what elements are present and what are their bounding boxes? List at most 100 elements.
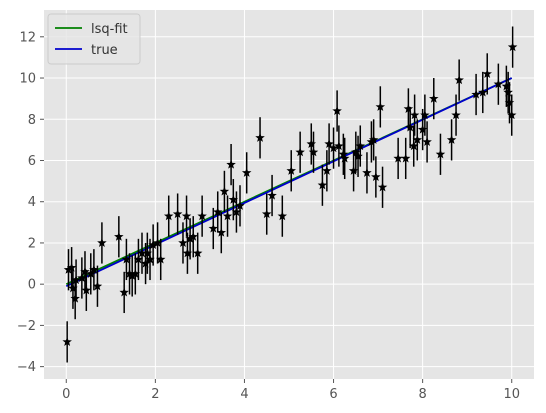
data-point <box>119 287 129 297</box>
data-point <box>172 209 183 219</box>
data-point <box>63 264 74 274</box>
data-points <box>62 26 518 363</box>
data-point <box>501 81 512 91</box>
data-point <box>121 254 132 264</box>
data-point <box>81 285 92 295</box>
data-point <box>446 134 457 144</box>
data-point <box>328 143 339 153</box>
data-point <box>261 209 272 219</box>
data-point <box>503 87 513 97</box>
data-point <box>145 254 155 264</box>
data-point <box>130 268 141 278</box>
plot-background <box>44 10 534 379</box>
data-point <box>255 132 265 142</box>
data-point <box>89 264 99 274</box>
data-point <box>403 103 414 113</box>
data-point <box>77 272 87 283</box>
data-point <box>114 231 124 241</box>
y-tick-label: 10 <box>19 72 36 87</box>
y-tick-label: 4 <box>28 195 36 210</box>
data-point <box>471 89 481 99</box>
data-point <box>163 211 174 221</box>
data-point <box>241 167 252 177</box>
legend-box <box>47 13 141 65</box>
data-point <box>332 106 342 116</box>
data-point <box>286 165 296 175</box>
data-point <box>80 266 90 276</box>
data-point <box>420 110 430 120</box>
series-lines <box>65 77 513 288</box>
data-point <box>412 134 423 144</box>
data-point <box>400 153 411 163</box>
data-point <box>422 136 432 146</box>
true-line <box>65 77 513 288</box>
data-point <box>322 165 332 175</box>
data-point <box>235 200 245 210</box>
data-point <box>351 147 361 157</box>
data-point <box>178 237 188 247</box>
data-point <box>506 110 517 120</box>
data-point <box>133 254 144 264</box>
data-point <box>493 79 504 89</box>
data-point <box>478 87 488 97</box>
data-point <box>355 141 366 151</box>
data-point <box>152 237 163 247</box>
data-point <box>231 207 242 217</box>
data-point <box>408 141 419 151</box>
y-tick-label: 12 <box>19 30 36 45</box>
data-point <box>417 124 428 134</box>
data-point <box>482 68 492 78</box>
data-point <box>334 141 344 151</box>
data-point <box>451 110 461 120</box>
data-point <box>454 75 464 85</box>
data-point <box>155 254 166 264</box>
y-tick-label: 0 <box>28 278 36 293</box>
data-point <box>277 211 288 221</box>
data-point <box>182 248 193 258</box>
data-point <box>306 138 317 149</box>
data-point <box>295 147 305 157</box>
data-point <box>308 147 319 157</box>
data-point <box>188 231 198 241</box>
data-point <box>324 138 334 149</box>
data-point <box>148 240 158 250</box>
data-point <box>348 165 359 175</box>
data-point <box>97 237 107 247</box>
data-point <box>66 262 77 272</box>
x-tick-label: 2 <box>151 387 159 402</box>
y-tick-label: 2 <box>28 236 36 251</box>
legend-label-true: true <box>91 43 118 58</box>
data-point <box>429 93 439 103</box>
y-tick-label: −4 <box>17 360 36 375</box>
y-tick-label: −2 <box>17 319 36 334</box>
data-point <box>124 268 135 278</box>
data-point <box>338 149 349 159</box>
x-tick-label: 6 <box>329 387 337 402</box>
data-point <box>137 248 147 258</box>
data-point <box>317 180 328 190</box>
data-point <box>71 275 81 285</box>
data-point <box>504 97 515 107</box>
data-point <box>192 248 203 258</box>
data-point <box>226 159 236 169</box>
data-point <box>62 336 72 346</box>
data-point <box>228 194 239 204</box>
data-point <box>353 151 363 161</box>
x-tick-label: 10 <box>503 387 520 402</box>
data-point <box>92 281 103 291</box>
data-point <box>127 270 137 280</box>
data-point <box>181 211 192 221</box>
x-tick-label: 4 <box>240 387 248 402</box>
data-point <box>377 182 388 192</box>
data-point <box>371 171 381 182</box>
data-point <box>68 283 78 293</box>
y-tick-label: 6 <box>28 154 36 169</box>
data-point <box>405 122 415 132</box>
data-point <box>197 211 207 221</box>
data-point <box>216 227 227 237</box>
data-point <box>339 153 350 163</box>
data-point <box>393 153 403 163</box>
data-point <box>70 293 80 303</box>
data-point <box>409 110 420 120</box>
